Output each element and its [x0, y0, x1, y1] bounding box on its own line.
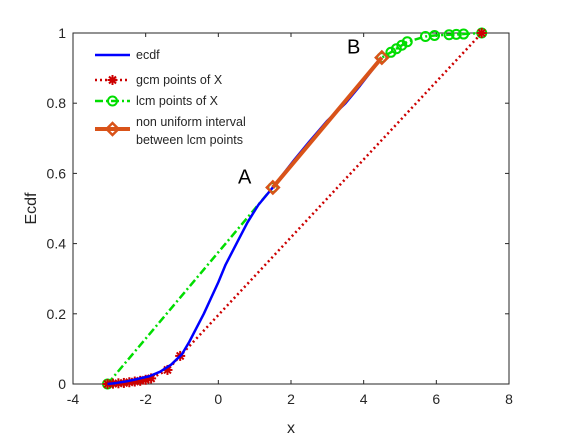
y-tick-label: 0.8: [47, 95, 67, 111]
plot-area: [72, 32, 510, 385]
legend-item-non-uniform-interval-between-lcm-points: non uniform interval between lcm points: [95, 115, 246, 147]
series-line: [271, 56, 384, 189]
legend-marker: [107, 95, 118, 107]
x-tick-label: -2: [139, 391, 152, 407]
legend-marker: [104, 121, 121, 137]
legend-marker: [107, 75, 118, 85]
series-non-uniform-interval-between-lcm-points: [265, 49, 390, 196]
y-tick-label: 0.6: [47, 165, 67, 181]
y-tick-label: 0.4: [47, 236, 67, 252]
legend: ecdf gcm points of X lcm points of X non un…: [95, 48, 246, 147]
legend-label: between lcm points: [136, 133, 243, 147]
legend-item-ecdf: ecdf: [95, 48, 160, 62]
data-point: [374, 49, 390, 66]
legend-label: ecdf: [136, 48, 160, 62]
axes-box: [72, 32, 510, 385]
x-tick-label: 2: [287, 391, 295, 407]
data-point: [476, 28, 487, 38]
data-point: [265, 179, 281, 196]
data-point: [401, 36, 413, 48]
x-tick-label: 4: [360, 391, 368, 407]
data-point: [458, 28, 470, 40]
x-axis-ticks: -4 -2 0 2 4 6 8: [67, 33, 513, 407]
y-tick-label: 0.2: [47, 306, 67, 322]
x-tick-label: 8: [505, 391, 513, 407]
plot-series: [102, 27, 488, 390]
legend-item-gcm-points-of-x: gcm points of X: [95, 73, 223, 87]
x-tick-label: 0: [214, 391, 222, 407]
y-tick-label: 1: [58, 25, 66, 41]
x-tick-label: -4: [67, 391, 80, 407]
annotation-a: A: [238, 166, 252, 188]
legend-label: gcm points of X: [136, 73, 223, 87]
x-axis-label: x: [287, 420, 295, 437]
y-tick-label: 0: [58, 376, 66, 392]
y-axis-ticks: 0 0.2 0.4 0.6 0.8 1: [47, 25, 509, 392]
legend-item-lcm-points-of-x: lcm points of X: [95, 94, 219, 108]
y-axis-label: Ecdf: [23, 192, 40, 225]
annotation-b: B: [347, 37, 360, 59]
legend-label: lcm points of X: [136, 94, 219, 108]
data-point: [450, 28, 462, 40]
legend-label: non uniform interval: [136, 115, 246, 129]
plot-annotations: AB: [238, 37, 360, 189]
data-point: [443, 29, 455, 41]
x-tick-label: 6: [432, 391, 440, 407]
data-point: [429, 29, 441, 41]
